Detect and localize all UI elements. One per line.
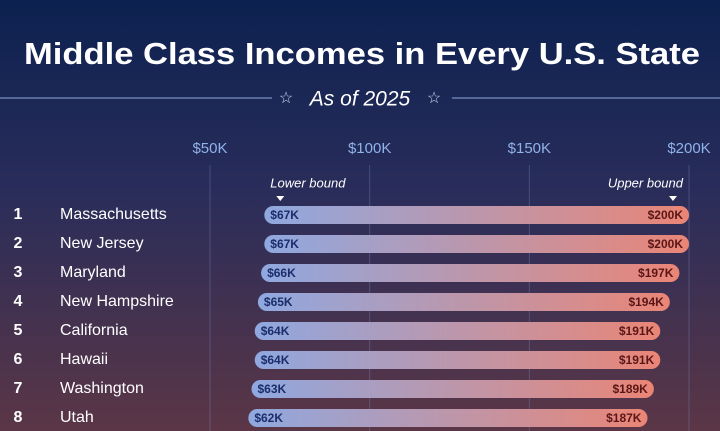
rank: 8: [14, 409, 23, 426]
plot: $50K $100K $150K $200K 1 Massachusetts $67K $20…: [14, 140, 711, 431]
rank: 7: [14, 380, 23, 397]
lower-value-label: $64K: [261, 324, 290, 338]
category-label: Hawaii: [60, 351, 108, 368]
upper-value-label: $189K: [612, 382, 648, 396]
lower-value-label: $62K: [254, 411, 283, 425]
category-label: New Hampshire: [60, 293, 174, 310]
category-label: California: [60, 322, 128, 339]
lower-value-label: $63K: [258, 382, 287, 396]
legend-pointer: [276, 196, 285, 201]
category-label: New Jersey: [60, 235, 144, 252]
range-bar: [257, 293, 670, 311]
category-label: Maryland: [60, 264, 126, 281]
range-bar: [254, 322, 661, 340]
upper-value-label: $194K: [628, 295, 664, 309]
x-tick-label: $150K: [508, 140, 551, 157]
range-bar: [251, 380, 654, 398]
chart-title: Middle Class Incomes in Every U.S. State: [24, 36, 700, 71]
star: ☆: [279, 90, 293, 107]
x-tick-label: $50K: [192, 140, 227, 157]
rank: 4: [14, 293, 23, 310]
rank: 5: [14, 322, 23, 339]
subtitle: As of 2025: [308, 88, 411, 111]
category-label: Massachusetts: [60, 206, 167, 223]
rank: 3: [14, 264, 23, 281]
upper-value-label: $191K: [619, 353, 655, 367]
range-bar: [264, 206, 689, 224]
rank: 2: [14, 235, 23, 252]
upper-value-label: $200K: [648, 208, 684, 222]
upper-value-label: $197K: [638, 266, 674, 280]
upper-value-label: $187K: [606, 411, 642, 425]
range-bar: [264, 235, 689, 253]
lower-value-label: $67K: [270, 208, 299, 222]
upper-value-label: $200K: [648, 237, 684, 251]
range-bar: [261, 264, 680, 282]
x-tick-label: $200K: [667, 140, 710, 157]
category-label: Utah: [60, 409, 94, 426]
star: ☆: [427, 90, 441, 107]
rank: 1: [14, 206, 23, 223]
legend-lower: Lower bound: [270, 175, 346, 190]
range-bar: [254, 351, 661, 369]
upper-value-label: $191K: [619, 324, 655, 338]
legend-pointer: [669, 196, 677, 201]
legend-upper: Upper bound: [608, 175, 684, 190]
lower-value-label: $64K: [261, 353, 290, 367]
category-label: Washington: [60, 380, 144, 397]
range-bar: [248, 409, 648, 427]
lower-value-label: $67K: [270, 237, 299, 251]
x-tick-label: $100K: [348, 140, 391, 157]
lower-value-label: $65K: [264, 295, 293, 309]
lower-value-label: $66K: [267, 266, 296, 280]
rank: 6: [14, 351, 23, 368]
